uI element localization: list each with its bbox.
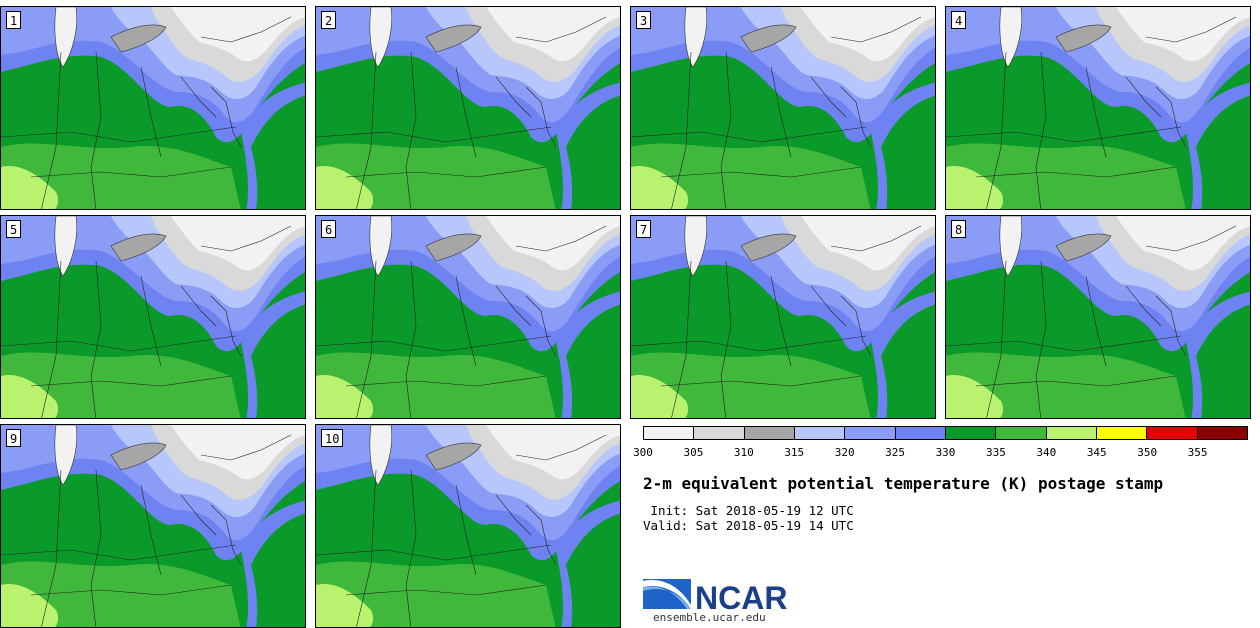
colorbar-swatch	[1046, 427, 1097, 439]
theta-e-map	[316, 425, 620, 627]
theta-e-map	[1, 425, 305, 627]
colorbar-tick-label: 310	[733, 446, 754, 459]
colorbar-swatch	[996, 427, 1047, 439]
postage-stamp-panel-5: 5	[0, 215, 306, 419]
panel-number-label: 7	[636, 220, 652, 238]
postage-stamp-panel-9: 9	[0, 424, 306, 628]
colorbar-tick-label: 315	[784, 446, 805, 459]
postage-stamp-panel-8: 8	[945, 215, 1251, 419]
theta-e-map	[1, 7, 305, 209]
init-time: Init: Sat 2018-05-19 12 UTC	[643, 503, 854, 518]
ncar-logo-text: NCAR	[695, 580, 787, 615]
colorbar-swatch	[945, 427, 997, 439]
colorbar-tick-label: 340	[1036, 446, 1057, 459]
theta-e-map	[946, 216, 1250, 418]
colorbar-swatch	[694, 427, 745, 439]
postage-stamp-panel-10: 10	[315, 424, 621, 628]
theta-e-map	[631, 216, 935, 418]
panel-number-label: 1	[6, 11, 22, 29]
postage-stamp-panel-7: 7	[630, 215, 936, 419]
panel-number-label: 2	[321, 11, 337, 29]
figure-title: 2-m equivalent potential temperature (K)…	[643, 474, 1164, 493]
colorbar-tick-label: 355	[1187, 446, 1208, 459]
colorbar-tick-label: 345	[1086, 446, 1107, 459]
theta-e-map	[316, 7, 620, 209]
postage-stamp-panel-1: 1	[0, 6, 306, 210]
colorbar-tick-label: 325	[885, 446, 906, 459]
theta-e-map	[316, 216, 620, 418]
panel-number-label: 3	[636, 11, 652, 29]
panel-number-label: 5	[6, 220, 22, 238]
postage-stamp-panel-2: 2	[315, 6, 621, 210]
panel-number-label: 4	[951, 11, 967, 29]
colorbar-swatch	[845, 427, 896, 439]
colorbar-swatch	[644, 427, 695, 439]
colorbar-swatch	[1147, 427, 1198, 439]
colorbar-swatch	[744, 427, 795, 439]
colorbar-swatch	[794, 427, 846, 439]
colorbar-swatch	[1096, 427, 1148, 439]
colorbar-tick-label: 350	[1137, 446, 1158, 459]
colorbar-tick-label: 335	[985, 446, 1006, 459]
postage-stamp-panel-3: 3	[630, 6, 936, 210]
colorbar-swatch	[1197, 427, 1247, 439]
panel-number-label: 10	[321, 429, 344, 447]
panel-number-label: 6	[321, 220, 337, 238]
ncar-logo: NCAR	[643, 571, 793, 616]
postage-stamp-panel-4: 4	[945, 6, 1251, 210]
colorbar-tick-label: 305	[683, 446, 704, 459]
ncar-url: ensemble.ucar.edu	[653, 611, 766, 624]
colorbar-tick-label: 330	[935, 446, 956, 459]
colorbar-swatch	[895, 427, 946, 439]
panel-number-label: 9	[6, 429, 22, 447]
theta-e-map	[946, 7, 1250, 209]
colorbar-tick-label: 300	[633, 446, 653, 459]
postage-stamp-panel-6: 6	[315, 215, 621, 419]
theta-e-map	[631, 7, 935, 209]
colorbar	[643, 426, 1248, 440]
theta-e-map	[1, 216, 305, 418]
valid-time: Valid: Sat 2018-05-19 14 UTC	[643, 518, 854, 533]
colorbar-tick-label: 320	[834, 446, 855, 459]
panel-number-label: 8	[951, 220, 967, 238]
